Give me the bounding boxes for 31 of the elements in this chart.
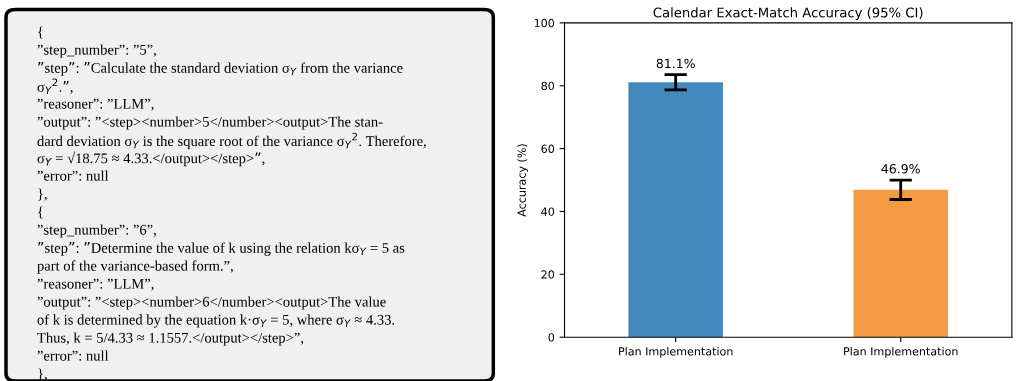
- text: ”output”: ”<step><number>5</number><output>The stan-: [37, 116, 383, 130]
- text: σ$_{Y}$$^{2}$.”,: [37, 78, 73, 95]
- text: of k is determined by the equation k·σ$_{Y}$ = 5, where σ$_{Y}$ ≈ 4.33.: [37, 314, 395, 328]
- text: ”step”: ”Calculate the standard deviation σ$_{Y}$ from the variance: [38, 62, 403, 76]
- data-label: 81.1%: [656, 58, 695, 69]
- data-label: 46.9%: [881, 163, 920, 174]
- chart-title: Calendar Exact-Match Accuracy (95% CI): [653, 7, 923, 21]
- x-tick-label: Plan Implementation: [619, 346, 733, 358]
- text: ”step”: ”Determine the value of k using the relation kσ$_{Y}$ = 5 as: [38, 242, 405, 256]
- text: σ$_{Y}$ = √18.75 ≈ 4.33.</output></step>”,: [37, 151, 265, 167]
- y-tick-label: 40: [541, 207, 555, 216]
- y-tick-label: 0: [548, 333, 555, 342]
- text: {: [38, 206, 43, 219]
- y-tick-label: 100: [534, 18, 555, 28]
- text: dard deviation σ$_{Y}$ is the square root of the variance σ$_{Y}$$^{2}$. Therefore,: [37, 132, 426, 150]
- text: {: [38, 26, 43, 39]
- text: ”step_number”: ”6”,: [37, 224, 156, 238]
- text: ”step_number”: ”5”,: [37, 44, 156, 58]
- x-tick-label: Plan Implementation: [844, 346, 958, 358]
- text: ”output”: ”<step><number>6</number><output>The value: [37, 296, 386, 310]
- y-axis-title: Accuracy (%): [517, 144, 529, 217]
- text: ”reasoner”: ”LLM”,: [37, 278, 154, 291]
- y-tick-label: 80: [541, 81, 555, 91]
- text: ”error”: null: [37, 350, 109, 361]
- text: ”reasoner”: ”LLM”,: [37, 98, 154, 111]
- text: },: [38, 188, 47, 201]
- text: part of the variance-based form.”,: [37, 260, 233, 274]
- y-tick-label: 20: [541, 270, 555, 279]
- y-tick-label: 60: [541, 144, 555, 153]
- text: Thus, k = 5/4.33 ≈ 1.1557.</output></step>”,: [37, 332, 304, 346]
- text: ”error”: null: [37, 170, 109, 181]
